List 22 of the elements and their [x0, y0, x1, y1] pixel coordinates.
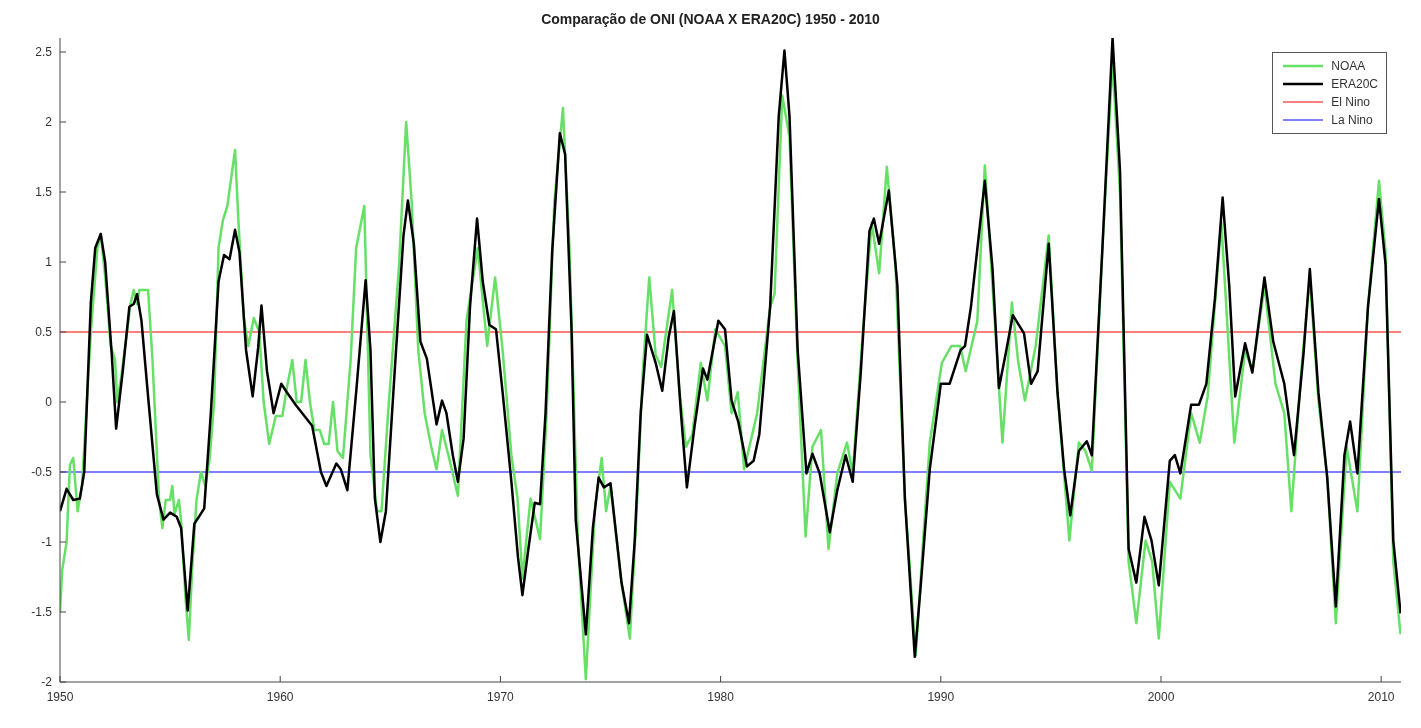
chart-title: Comparação de ONI (NOAA X ERA20C) 1950 - 2010 — [540, 10, 881, 29]
y-tick-label: 1.5 — [35, 185, 53, 200]
legend-label: NOAA — [1331, 59, 1366, 73]
x-tick-label: 1960 — [266, 689, 294, 704]
y-tick-label: -1.5 — [31, 605, 53, 620]
x-tick-label: 1990 — [927, 689, 955, 704]
x-tick-label: 1970 — [487, 689, 515, 704]
y-tick-label: 1 — [45, 255, 53, 270]
x-tick-label: 2010 — [1367, 689, 1395, 704]
y-tick-label: -1 — [41, 535, 53, 550]
x-tick-label: 1950 — [46, 689, 74, 704]
y-tick-label: -2 — [41, 675, 53, 690]
legend-label: El Nino — [1331, 95, 1370, 109]
y-tick-label: -0.5 — [31, 465, 53, 480]
legend-label: ERA20C — [1331, 77, 1378, 91]
y-tick-label: 0.5 — [35, 325, 53, 340]
y-tick-label: 0 — [45, 395, 53, 410]
x-tick-label: 2000 — [1147, 689, 1175, 704]
y-tick-label: 2 — [45, 115, 53, 130]
x-tick-label: 1980 — [707, 689, 735, 704]
legend-label: La Nino — [1331, 113, 1373, 127]
y-tick-label: 2.5 — [35, 45, 53, 60]
